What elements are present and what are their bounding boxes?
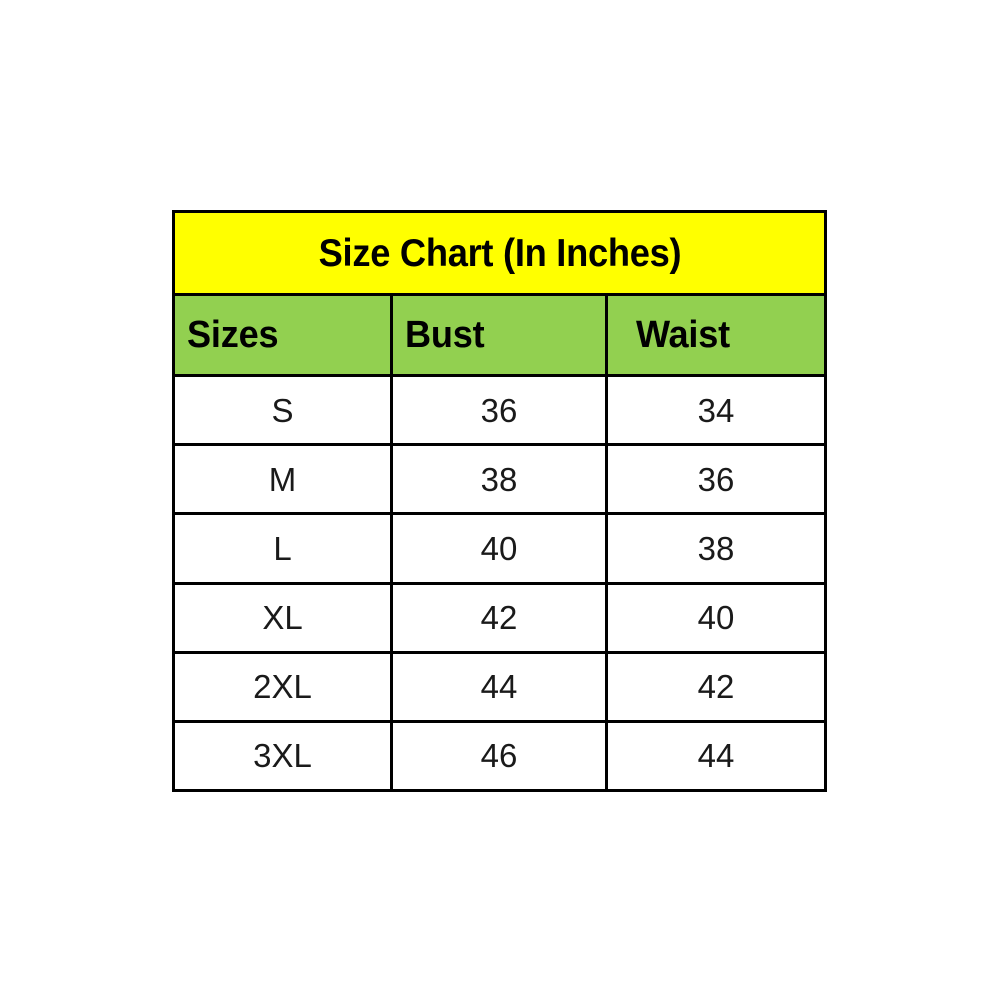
column-header-waist-label: Waist: [636, 314, 730, 356]
cell-size-value: XL: [262, 599, 303, 637]
cell-bust: 38: [390, 446, 605, 513]
cell-waist: 40: [605, 584, 824, 651]
cell-size-value: 3XL: [253, 737, 312, 775]
cell-waist-value: 38: [697, 529, 735, 567]
cell-waist: 38: [605, 515, 824, 582]
cell-bust-value: 36: [480, 391, 518, 429]
cell-bust: 36: [390, 377, 605, 444]
cell-waist-value: 42: [697, 668, 735, 706]
size-chart-header-row: Sizes Bust Waist: [175, 296, 824, 377]
cell-size: 3XL: [175, 723, 390, 789]
cell-size-value: L: [273, 529, 292, 567]
cell-bust-value: 46: [480, 737, 518, 775]
table-row: S 36 34: [175, 377, 824, 447]
cell-size: S: [175, 377, 390, 443]
table-row: 2XL 44 42: [175, 653, 824, 723]
cell-bust: 44: [390, 653, 605, 720]
column-header-bust-label: Bust: [405, 314, 485, 356]
cell-bust-value: 40: [480, 529, 518, 567]
cell-waist-value: 44: [697, 737, 735, 775]
cell-size: M: [175, 446, 390, 512]
cell-waist: 36: [605, 446, 824, 513]
cell-waist: 34: [605, 377, 824, 444]
size-chart-table: Size Chart (In Inches) Sizes Bust Waist …: [172, 210, 827, 792]
cell-bust-value: 42: [480, 599, 518, 637]
cell-bust-value: 38: [480, 460, 518, 498]
table-row: 3XL 46 44: [175, 722, 824, 790]
size-chart-title: Size Chart (In Inches): [318, 231, 681, 275]
size-chart-title-row: Size Chart (In Inches): [175, 213, 824, 296]
cell-waist-value: 36: [697, 460, 735, 498]
column-header-waist: Waist: [605, 296, 824, 374]
cell-waist: 44: [605, 722, 824, 790]
cell-size: L: [175, 515, 390, 581]
size-chart-body: S 36 34 M 38 36 L 40: [175, 377, 824, 790]
table-row: XL 42 40: [175, 584, 824, 654]
cell-size: 2XL: [175, 654, 390, 720]
column-header-sizes: Sizes: [175, 296, 390, 374]
column-header-bust: Bust: [390, 296, 605, 374]
cell-size: XL: [175, 585, 390, 651]
cell-waist-value: 40: [697, 599, 735, 637]
cell-waist: 42: [605, 653, 824, 720]
table-row: L 40 38: [175, 515, 824, 585]
table-row: M 38 36: [175, 446, 824, 516]
cell-bust-value: 44: [480, 668, 518, 706]
cell-bust: 40: [390, 515, 605, 582]
cell-bust: 46: [390, 722, 605, 790]
cell-size-value: 2XL: [253, 668, 312, 706]
column-header-sizes-label: Sizes: [187, 314, 279, 356]
cell-bust: 42: [390, 584, 605, 651]
cell-size-value: S: [271, 391, 294, 429]
cell-waist-value: 34: [697, 391, 735, 429]
cell-size-value: M: [268, 460, 297, 498]
